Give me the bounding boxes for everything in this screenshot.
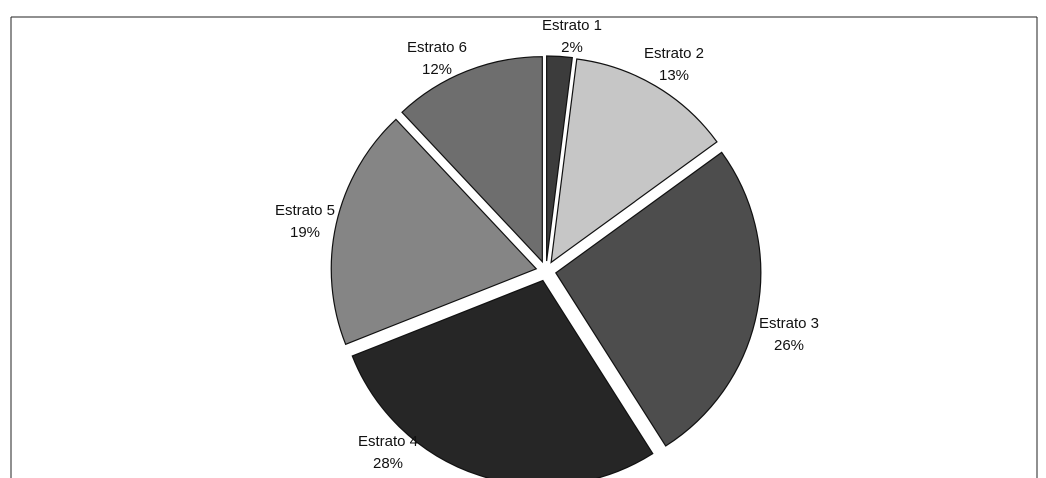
slice-label-estrato-5: Estrato 5 [275,202,335,219]
slices-layer [330,55,762,478]
pie-slice-estrato-5 [330,118,538,346]
labels-layer: Estrato 1 2% Estrato 2 13% Estrato 3 26% Estra… [275,17,819,472]
slice-percent-estrato-6: 12% [422,61,452,78]
slice-label-estrato-1: Estrato 1 [542,17,602,34]
slice-percent-estrato-2: 13% [659,67,689,84]
slice-percent-estrato-4: 28% [373,455,403,472]
slice-label-estrato-6: Estrato 6 [407,39,467,56]
slice-label-estrato-4: Estrato 4 [358,433,418,450]
slice-label-estrato-3: Estrato 3 [759,315,819,332]
pie-slice-estrato-4 [351,279,654,478]
pie-slice-estrato-1 [546,55,573,262]
pie-slice-estrato-6 [401,56,543,264]
slice-percent-estrato-5: 19% [290,224,320,241]
pie-slice-estrato-2 [550,58,718,264]
slice-label-estrato-2: Estrato 2 [644,45,704,62]
slice-percent-estrato-3: 26% [774,337,804,354]
slice-percent-estrato-1: 2% [561,39,583,56]
pie-slice-estrato-3 [555,151,762,447]
